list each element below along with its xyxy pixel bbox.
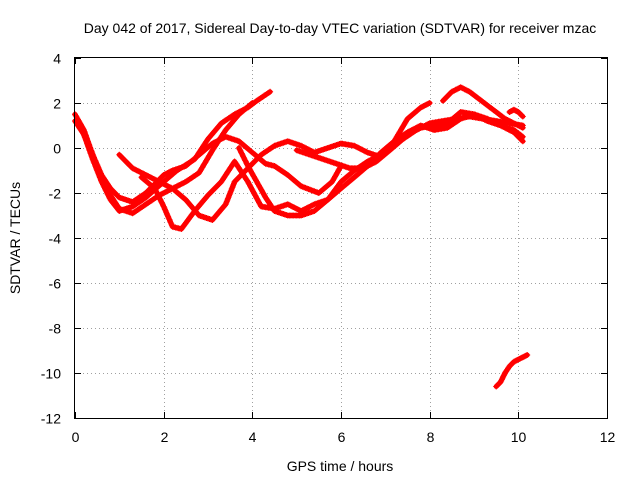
y-tick-label: -8 — [49, 321, 62, 337]
series-line — [116, 100, 433, 223]
chart-title: Day 042 of 2017, Sidereal Day-to-day VTE… — [84, 20, 597, 36]
x-tick-label: 10 — [511, 429, 527, 445]
series-track-8 — [440, 84, 526, 131]
x-tick-label: 0 — [72, 429, 80, 445]
grid-lines — [75, 58, 607, 418]
y-tick-label: 0 — [53, 141, 61, 157]
y-tick-label: -6 — [49, 276, 62, 292]
axis-ticks — [75, 58, 608, 419]
series-markers — [236, 109, 526, 219]
y-tick-label: -12 — [41, 411, 61, 427]
y-tick-label: -4 — [49, 231, 62, 247]
series-track-7 — [293, 113, 526, 172]
x-tick-labels: 0 2 4 6 8 10 12 — [72, 429, 616, 445]
y-tick-labels: -12 -10 -8 -6 -4 -2 0 2 4 — [41, 51, 61, 427]
plot-frame — [74, 57, 608, 419]
x-tick-label: 6 — [338, 429, 346, 445]
data-series — [72, 84, 531, 390]
series-track-10 — [493, 352, 531, 390]
series-markers — [493, 352, 531, 390]
x-tick-label: 2 — [161, 429, 169, 445]
series-markers — [293, 113, 526, 172]
y-tick-label: 2 — [53, 96, 61, 112]
series-track-6 — [236, 109, 526, 219]
x-axis-label: GPS time / hours — [287, 458, 394, 474]
y-tick-label: -10 — [41, 366, 61, 382]
series-markers — [440, 84, 526, 131]
y-tick-label: 4 — [53, 51, 61, 67]
y-tick-label: -2 — [49, 186, 62, 202]
y-axis-label: SDTVAR / TECUs — [7, 182, 23, 294]
x-tick-label: 4 — [249, 429, 257, 445]
x-tick-label: 8 — [427, 429, 435, 445]
x-tick-label: 12 — [600, 429, 616, 445]
series-markers — [506, 106, 526, 120]
series-line — [236, 109, 526, 218]
series-track-9 — [506, 106, 526, 120]
